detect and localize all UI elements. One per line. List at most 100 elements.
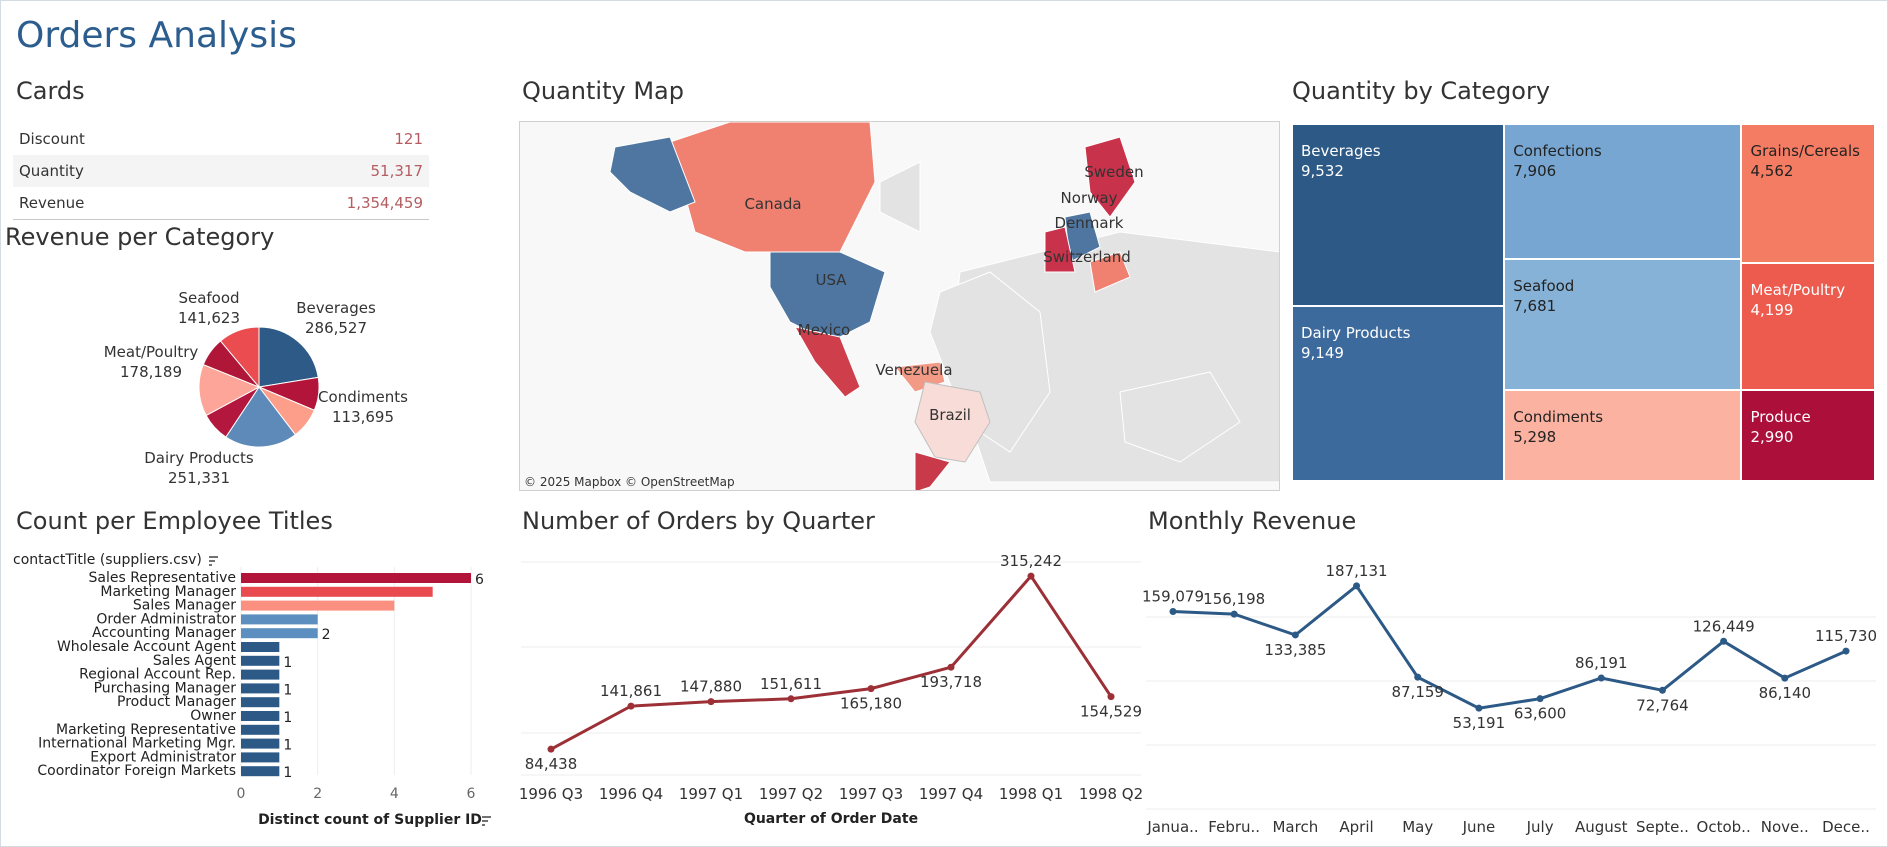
treemap-cell-dairy-products[interactable]: Dairy Products 9,149: [1292, 306, 1505, 481]
line-x-tick: May: [1402, 818, 1433, 836]
bar-category-label: Owner: [190, 708, 236, 724]
map-brazil[interactable]: [914, 381, 991, 463]
bar[interactable]: [241, 614, 318, 625]
pie-value-label: 251,331: [168, 469, 230, 487]
bar[interactable]: [241, 586, 433, 597]
bar[interactable]: [241, 669, 280, 680]
line-point[interactable]: [1230, 610, 1238, 618]
treemap-cell-condiments[interactable]: Condiments 5,298: [1504, 390, 1742, 481]
pie-slice-beverages[interactable]: [258, 326, 319, 388]
line-point[interactable]: [1291, 631, 1299, 639]
bar[interactable]: [241, 573, 471, 583]
line-point[interactable]: [1597, 674, 1605, 682]
sort-icon[interactable]: [209, 556, 218, 566]
pie-slice-seafood[interactable]: [219, 326, 260, 389]
card-row-revenue[interactable]: Revenue 1,354,459: [13, 187, 429, 220]
bar[interactable]: [241, 642, 280, 652]
line-point[interactable]: [1169, 607, 1177, 615]
bar[interactable]: [241, 600, 395, 611]
map-label-mexico: Mexico: [798, 321, 850, 339]
line-point[interactable]: [1720, 637, 1728, 645]
bar-row-header: contactTitle (suppliers.csv): [13, 552, 202, 568]
treemap-cell-beverages[interactable]: Beverages 9,532: [1292, 124, 1505, 307]
bar[interactable]: [241, 711, 280, 721]
line-point[interactable]: [947, 663, 955, 671]
line-point[interactable]: [1414, 673, 1422, 681]
line-x-tick: April: [1339, 818, 1373, 836]
pie-slice-meat-poultry[interactable]: [198, 363, 261, 417]
treemap-value: 4,199: [1750, 300, 1794, 319]
map-alaska[interactable]: [609, 136, 696, 213]
bar[interactable]: [241, 738, 280, 749]
treemap-cell-grains-cereals[interactable]: Grains/Cereals 4,562: [1741, 124, 1875, 263]
line-value-label: 133,385: [1264, 641, 1326, 659]
sort-icon[interactable]: [482, 816, 491, 826]
bar[interactable]: [241, 752, 280, 763]
line-series[interactable]: [1172, 583, 1847, 710]
line-value-label: 86,140: [1759, 684, 1812, 702]
map-labels: Canada USA Mexico Venezuela Brazil Swede…: [744, 163, 1143, 424]
treemap-value: 4,562: [1750, 162, 1794, 180]
pie-title: Revenue per Category: [5, 223, 275, 251]
map-sweden[interactable]: [1084, 136, 1136, 218]
line-point[interactable]: [1536, 695, 1544, 703]
map-southern-europe[interactable]: [1089, 251, 1131, 293]
line-point[interactable]: [1107, 693, 1115, 701]
quarter-title: Number of Orders by Quarter: [522, 507, 875, 535]
bar-value-label: 1: [283, 738, 292, 754]
bar[interactable]: [241, 697, 280, 708]
map-canvas[interactable]: Canada USA Mexico Venezuela Brazil Swede…: [520, 122, 1280, 491]
bar[interactable]: [241, 628, 318, 639]
treemap-label: Seafood: [1513, 277, 1575, 296]
bar-category-label: Sales Agent: [153, 653, 237, 669]
bar[interactable]: [241, 655, 280, 666]
map-western-europe[interactable]: [1044, 226, 1076, 273]
line-x-tick: 1998 Q1: [999, 785, 1063, 803]
treemap-value: 9,532: [1301, 162, 1344, 180]
map-canada[interactable]: [669, 122, 876, 253]
map-mexico[interactable]: [794, 326, 861, 398]
bar-x-tick: 2: [313, 786, 322, 802]
line-x-tick: 1997 Q3: [839, 785, 903, 803]
bar-value-label: 6: [475, 572, 484, 588]
card-value: 121: [394, 130, 423, 148]
treemap-cell-meat-poultry[interactable]: Meat/Poultry 4,199: [1741, 262, 1875, 391]
quantity-map[interactable]: Canada USA Mexico Venezuela Brazil Swede…: [519, 121, 1280, 491]
line-point[interactable]: [1842, 647, 1850, 655]
pie-slice-dairy-products[interactable]: [225, 386, 297, 448]
bar-category-label: Coordinator Foreign Markets: [37, 763, 236, 779]
card-label: Discount: [19, 130, 85, 148]
treemap-cell-confections[interactable]: Confections 7,906: [1504, 124, 1742, 260]
bar-x-tick: 4: [390, 786, 399, 802]
line-point[interactable]: [547, 745, 555, 753]
card-row-discount[interactable]: Discount 121: [13, 123, 429, 155]
bar-category-label: Order Administrator: [96, 611, 236, 627]
line-point[interactable]: [1658, 686, 1666, 694]
line-point[interactable]: [1781, 674, 1789, 682]
bar[interactable]: [241, 766, 280, 777]
line-x-tick: Octob..: [1697, 818, 1751, 836]
bar-category-label: Sales Manager: [133, 598, 236, 614]
line-value-label: 115,730: [1815, 627, 1877, 645]
line-point[interactable]: [1027, 572, 1035, 580]
line-point[interactable]: [787, 695, 795, 703]
line-point[interactable]: [627, 702, 635, 710]
treemap-cell-produce[interactable]: Produce 2,990: [1741, 390, 1875, 481]
line-point[interactable]: [707, 698, 715, 706]
bar[interactable]: [241, 724, 280, 735]
map-label-denmark: Denmark: [1055, 214, 1124, 232]
line-point[interactable]: [1475, 704, 1483, 712]
bar-value-label: 1: [283, 710, 292, 726]
line-point[interactable]: [1353, 582, 1361, 590]
card-row-quantity[interactable]: Quantity 51,317: [13, 155, 429, 187]
map-argentina[interactable]: [914, 451, 951, 491]
line-x-tick: 1996 Q3: [519, 785, 583, 803]
bar-value-label: 1: [283, 765, 292, 781]
line-point[interactable]: [867, 685, 875, 693]
pie-value-label: 286,527: [305, 319, 367, 337]
bar[interactable]: [241, 683, 280, 694]
employee-bar-chart: contactTitle (suppliers.csv) 0 2 4 6 Sales Re…: [13, 552, 491, 828]
treemap-cell-seafood[interactable]: Seafood 7,681: [1504, 259, 1742, 391]
line-series[interactable]: [550, 573, 1113, 751]
line-x-tick: 1996 Q4: [599, 785, 663, 803]
